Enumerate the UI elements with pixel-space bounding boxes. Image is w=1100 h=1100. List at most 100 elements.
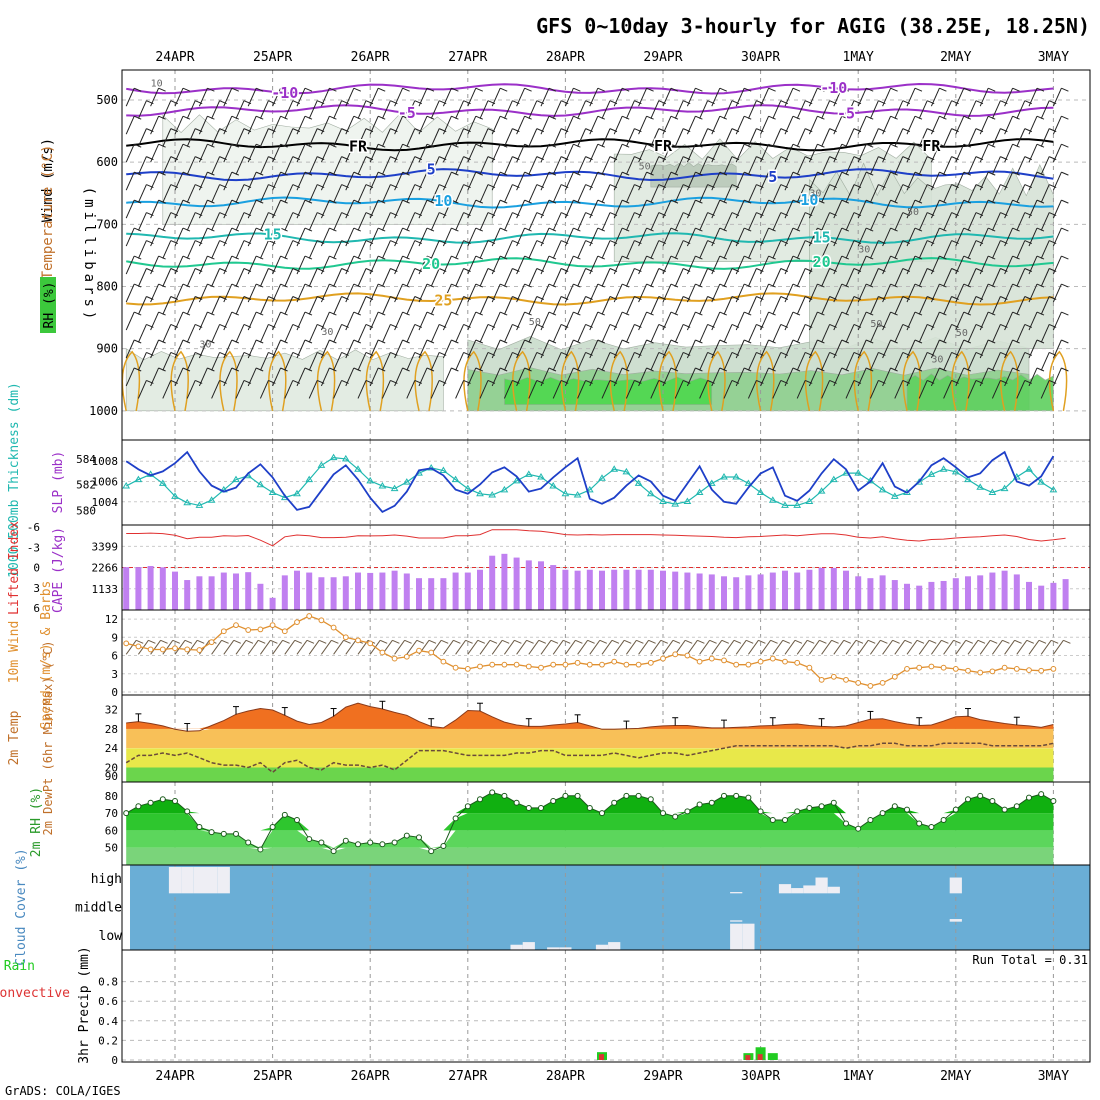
wind-barb bbox=[979, 283, 989, 303]
wind-barb bbox=[808, 227, 818, 247]
wind-barb bbox=[918, 352, 928, 371]
wind-barb bbox=[540, 199, 550, 219]
wind-barb-flag bbox=[426, 339, 435, 344]
wind10-marker bbox=[1050, 666, 1057, 672]
wind-barb bbox=[747, 268, 757, 287]
wind-barb-flag bbox=[914, 171, 923, 176]
wind-barb bbox=[137, 380, 147, 399]
wind-barb bbox=[760, 171, 770, 191]
wind-barb bbox=[430, 100, 440, 119]
wind-barb-flag bbox=[1036, 199, 1045, 204]
wind-barb bbox=[601, 296, 611, 315]
wind-barb-flag bbox=[890, 367, 898, 372]
wind-barb bbox=[906, 88, 916, 107]
wind-barb bbox=[1016, 296, 1026, 315]
wind-barb bbox=[577, 352, 587, 371]
wind-barb-flag bbox=[866, 199, 874, 204]
rh-contour-label: 50 bbox=[956, 328, 968, 339]
wind-barb-flag bbox=[524, 367, 532, 372]
wind-barb bbox=[564, 367, 574, 387]
wind-barb bbox=[601, 156, 611, 175]
wind-barb-flag bbox=[353, 171, 361, 176]
wind10-barb-flag bbox=[477, 639, 485, 644]
rh-marker bbox=[196, 823, 203, 830]
wind-barb-flag bbox=[1061, 143, 1069, 148]
wind10-marker bbox=[342, 634, 349, 641]
wind-barb bbox=[430, 240, 440, 259]
cape-bar bbox=[965, 576, 971, 610]
cape-bar bbox=[257, 583, 264, 610]
wind-barb bbox=[613, 283, 623, 303]
rh-marker bbox=[672, 813, 679, 820]
wind-barb bbox=[516, 255, 526, 275]
wind-barb-flag bbox=[475, 311, 483, 316]
wind10-marker bbox=[830, 673, 837, 680]
wind-barb-flag bbox=[817, 227, 825, 232]
thickness-marker bbox=[268, 488, 277, 495]
wind-barb bbox=[796, 352, 806, 371]
wind-barb bbox=[369, 171, 379, 191]
wind-barb bbox=[430, 296, 440, 315]
wind-barb bbox=[516, 115, 526, 135]
wind-barb bbox=[723, 212, 733, 231]
wind-barb bbox=[894, 380, 904, 399]
wind-barb bbox=[674, 156, 684, 175]
rh-contour-label: 10 bbox=[151, 78, 163, 89]
rh-tick: 80 bbox=[105, 790, 118, 803]
cloud-bar-low bbox=[559, 947, 572, 950]
wind-barb bbox=[357, 352, 367, 371]
rh-marker bbox=[403, 832, 410, 839]
wind-barb bbox=[1028, 339, 1038, 359]
wind10-marker bbox=[672, 651, 679, 658]
wind10-barb bbox=[686, 640, 698, 655]
wind-barb bbox=[906, 199, 916, 219]
temp-tick: 24 bbox=[105, 742, 119, 755]
wind-barb bbox=[613, 88, 623, 107]
wind-barb bbox=[760, 227, 770, 247]
wind10-barb-flag bbox=[416, 639, 424, 644]
wind-barb bbox=[552, 100, 562, 119]
wind-barb-flag bbox=[914, 227, 923, 232]
wind-barb bbox=[967, 268, 977, 287]
wind-barb bbox=[1052, 143, 1062, 163]
wind-barb bbox=[381, 156, 391, 175]
wind-barb bbox=[967, 240, 977, 259]
wind-barb bbox=[186, 296, 196, 315]
wind10-marker bbox=[330, 624, 337, 631]
wind-barb bbox=[235, 352, 245, 371]
wind-barb bbox=[955, 283, 965, 303]
wind-barb-flag bbox=[646, 115, 654, 120]
wind-barb-flag bbox=[622, 367, 630, 372]
wind-barb bbox=[650, 212, 660, 231]
wind-barb bbox=[589, 143, 599, 163]
rh-tick: 50 bbox=[105, 842, 118, 855]
wind-barb-flag bbox=[744, 143, 752, 148]
wind-barb-flag bbox=[744, 255, 752, 260]
wind-barb-flag bbox=[670, 115, 679, 120]
cape-bar bbox=[635, 569, 642, 610]
rh-marker bbox=[891, 803, 898, 810]
rh-marker bbox=[769, 817, 776, 824]
wind-barb-flag bbox=[866, 367, 874, 372]
wind-barb bbox=[821, 184, 831, 203]
wind-barb bbox=[552, 240, 562, 259]
wind-barb-flag bbox=[426, 255, 435, 260]
thickness-marker bbox=[451, 475, 460, 483]
wind-barb-flag bbox=[280, 143, 288, 148]
isotherm-15 bbox=[126, 232, 1054, 244]
wind-barb bbox=[162, 296, 172, 315]
wind-barb bbox=[821, 268, 831, 287]
thickness-marker bbox=[317, 461, 326, 468]
wind-barb bbox=[808, 171, 818, 191]
wind-barb bbox=[247, 311, 257, 331]
wind10-barb bbox=[296, 640, 308, 655]
wind10-barb bbox=[918, 640, 930, 655]
wind-barb bbox=[638, 227, 648, 247]
wind-barb-flag bbox=[768, 115, 776, 120]
wind-barb bbox=[930, 143, 940, 163]
wind-barb bbox=[503, 100, 513, 119]
rh-marker bbox=[489, 789, 496, 796]
wind-barb-flag bbox=[548, 171, 557, 176]
wind-barb bbox=[491, 339, 501, 359]
wind-barb bbox=[503, 156, 513, 175]
